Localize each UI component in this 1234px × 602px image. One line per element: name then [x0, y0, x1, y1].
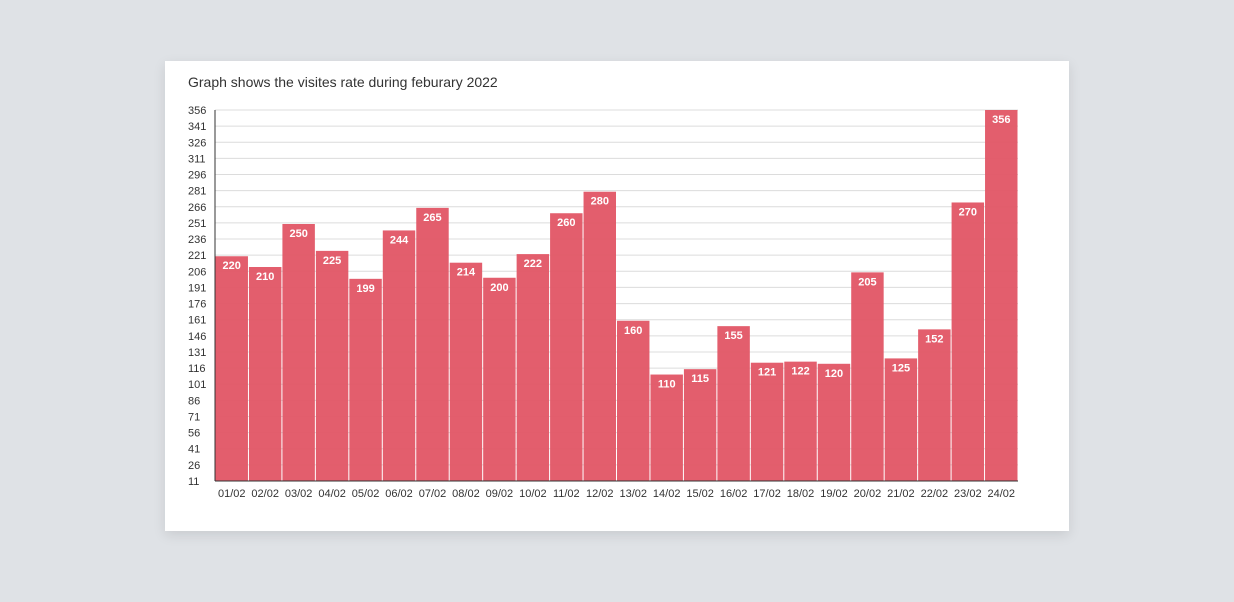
data-label: 214 [457, 267, 476, 279]
bar [550, 213, 583, 481]
y-tick-label: 266 [188, 202, 206, 214]
data-label: 110 [658, 379, 676, 391]
bar [382, 230, 416, 481]
y-tick-label: 236 [188, 234, 206, 246]
y-tick-label: 26 [188, 460, 200, 472]
bar [884, 358, 918, 481]
bar [349, 278, 382, 481]
y-tick-label: 11 [188, 476, 199, 488]
y-tick-label: 281 [188, 186, 206, 198]
bar [918, 329, 951, 481]
y-tick-label: 296 [188, 170, 206, 182]
y-tick-label: 206 [188, 266, 206, 278]
y-tick-label: 101 [188, 379, 206, 391]
y-tick-label: 131 [188, 347, 206, 359]
x-tick-label: 19/02 [820, 488, 848, 500]
bar [215, 256, 248, 481]
data-label: 222 [524, 258, 542, 270]
bar [483, 277, 516, 481]
bar [583, 191, 616, 481]
y-tick-label: 71 [188, 411, 200, 423]
x-tick-label: 24/02 [988, 488, 1016, 500]
y-tick-label: 311 [188, 153, 206, 165]
x-tick-label: 23/02 [954, 488, 982, 500]
chart-title: Graph shows the visites rate during febu… [188, 74, 498, 90]
data-label: 280 [591, 196, 609, 208]
data-label: 265 [423, 212, 441, 224]
data-label: 120 [825, 368, 843, 380]
data-label: 225 [323, 255, 341, 267]
x-tick-label: 13/02 [619, 488, 647, 500]
bar [516, 254, 550, 481]
x-tick-label: 10/02 [519, 488, 547, 500]
x-tick-label: 18/02 [787, 488, 815, 500]
data-label: 270 [959, 206, 977, 218]
data-label: 244 [390, 234, 409, 246]
bar [650, 374, 683, 481]
bar [315, 250, 349, 481]
bar [282, 223, 315, 481]
x-tick-label: 11/02 [553, 488, 580, 500]
data-label: 152 [925, 333, 943, 345]
y-tick-label: 86 [188, 395, 200, 407]
bar [717, 326, 750, 481]
data-label: 115 [691, 373, 709, 385]
x-tick-label: 08/02 [452, 488, 480, 500]
x-tick-label: 21/02 [887, 488, 915, 500]
x-tick-label: 15/02 [686, 488, 714, 500]
data-label: 199 [356, 283, 374, 295]
x-tick-label: 12/02 [586, 488, 614, 500]
x-tick-label: 03/02 [285, 488, 313, 500]
data-label: 160 [624, 325, 642, 337]
x-tick-label: 05/02 [352, 488, 380, 500]
bar [817, 363, 851, 481]
bar-chart: 11 26 41 56 71 86 101 116 131 146 161 176 191 206 221 2… [188, 105, 1018, 500]
x-tick-label: 16/02 [720, 488, 748, 500]
bar [248, 267, 282, 481]
bar [851, 272, 884, 481]
chart-card: Graph shows the visites rate during febu… [165, 61, 1069, 531]
x-tick-label: 02/02 [251, 488, 279, 500]
data-label: 200 [490, 282, 508, 294]
data-label: 250 [289, 228, 307, 240]
bar [449, 262, 483, 481]
data-label: 356 [992, 114, 1010, 126]
x-tick-label: 09/02 [486, 488, 514, 500]
y-tick-label: 221 [188, 250, 206, 262]
x-tick-label: 17/02 [753, 488, 781, 500]
y-tick-label: 176 [188, 299, 206, 311]
x-tick-label: 06/02 [385, 488, 413, 500]
data-label: 220 [223, 260, 241, 272]
bar [750, 362, 784, 481]
bar [951, 202, 985, 482]
x-tick-label: 04/02 [318, 488, 346, 500]
data-label: 122 [791, 366, 809, 378]
data-label: 260 [557, 217, 575, 229]
data-label: 205 [858, 276, 876, 288]
y-tick-label: 341 [188, 121, 206, 133]
bar [784, 361, 817, 481]
data-label: 210 [256, 271, 274, 283]
bar [985, 110, 1018, 481]
x-tick-label: 14/02 [653, 488, 681, 500]
data-label: 125 [892, 362, 910, 374]
y-tick-label: 161 [188, 315, 206, 327]
y-tick-label: 146 [188, 331, 206, 343]
y-tick-label: 326 [188, 137, 206, 149]
y-tick-label: 191 [188, 282, 206, 294]
bar [416, 207, 449, 481]
data-label: 121 [758, 367, 776, 379]
y-tick-label: 56 [188, 428, 200, 440]
x-tick-label: 22/02 [921, 488, 949, 500]
y-tick-label: 356 [188, 105, 206, 117]
bar [683, 369, 717, 481]
bar [617, 320, 650, 481]
data-label: 155 [724, 330, 742, 342]
x-tick-label: 01/02 [218, 488, 246, 500]
x-tick-label: 20/02 [854, 488, 882, 500]
y-tick-label: 251 [188, 218, 206, 230]
y-tick-label: 116 [188, 363, 206, 375]
x-tick-label: 07/02 [419, 488, 447, 500]
y-tick-label: 41 [188, 444, 200, 456]
